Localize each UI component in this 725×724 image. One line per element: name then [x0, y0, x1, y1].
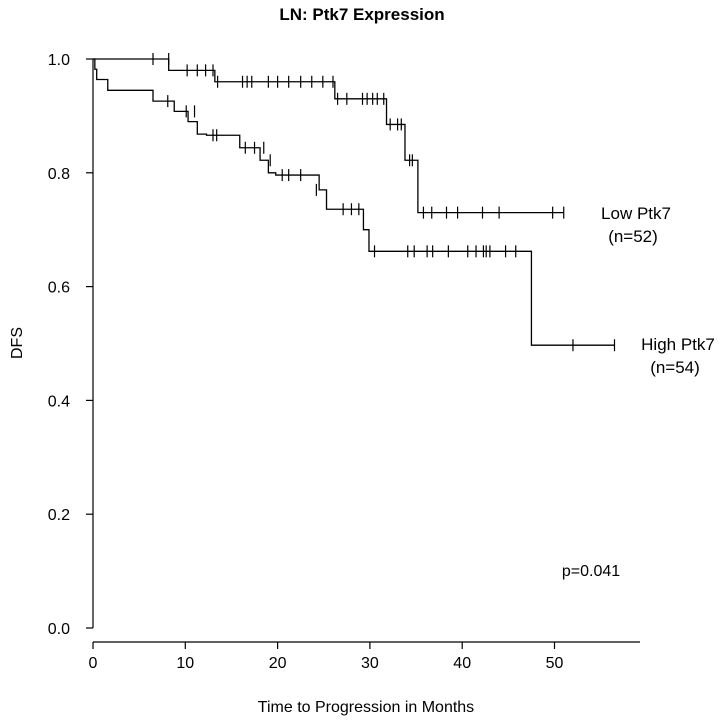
x-tick-label: 0 — [89, 655, 98, 672]
y-axis-ticks: 0.0 0.2 0.4 0.6 0.8 1.0 — [48, 52, 93, 638]
legend-high-ptk7-count: (n=54) — [650, 358, 700, 377]
series-low-ptk7 — [93, 53, 565, 219]
x-tick-label: 30 — [361, 655, 379, 672]
legend-low-ptk7-name: Low Ptk7 — [601, 204, 671, 223]
y-tick-label: 0.0 — [48, 621, 70, 638]
legend-high-ptk7-name: High Ptk7 — [641, 335, 715, 354]
x-axis-ticks: 0 10 20 30 40 50 — [89, 642, 564, 672]
series-layer — [93, 53, 616, 352]
survival-curve-high-ptk7 — [93, 58, 615, 346]
p-value-annotation: p=0.041 — [562, 563, 620, 580]
series-high-ptk7 — [93, 58, 616, 352]
survival-curve-low-ptk7 — [93, 58, 564, 214]
legend-low-ptk7-count: (n=52) — [608, 227, 658, 246]
x-tick-label: 20 — [269, 655, 287, 672]
y-tick-label: 0.2 — [48, 507, 70, 524]
x-tick-label: 40 — [453, 655, 471, 672]
x-tick-label: 50 — [546, 655, 564, 672]
y-axis-label: DFS — [9, 327, 26, 359]
y-tick-label: 0.4 — [48, 393, 70, 410]
y-tick-label: 0.8 — [48, 166, 70, 183]
x-tick-label: 10 — [176, 655, 194, 672]
chart-title: LN: Ptk7 Expression — [279, 5, 444, 24]
x-axis-label: Time to Progression in Months — [258, 699, 474, 716]
y-tick-label: 0.6 — [48, 280, 70, 297]
y-tick-label: 1.0 — [48, 52, 70, 69]
